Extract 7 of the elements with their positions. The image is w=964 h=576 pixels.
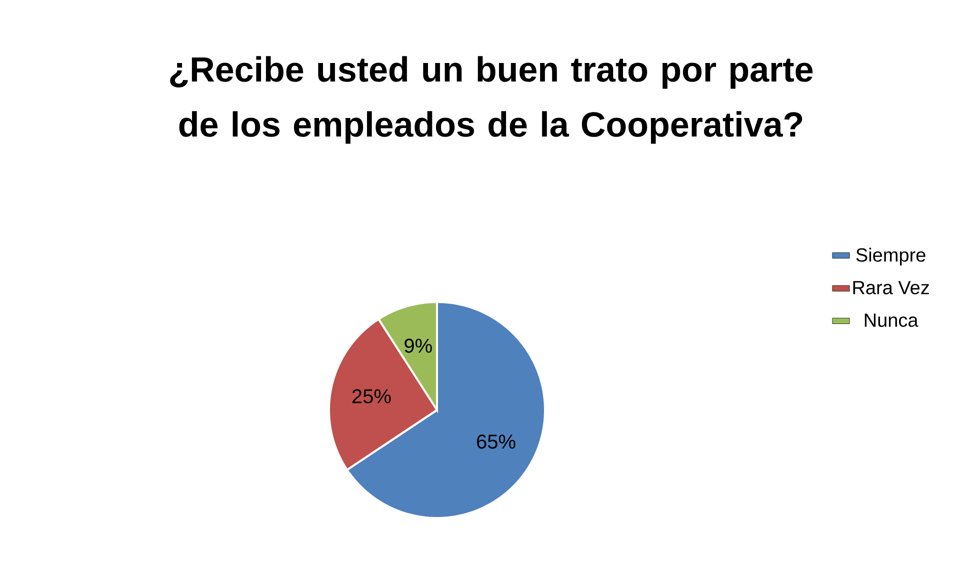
legend-label: Rara Vez bbox=[853, 281, 929, 294]
data-label: 9% bbox=[404, 338, 432, 353]
data-label: 25% bbox=[352, 389, 391, 404]
data-label: 65% bbox=[477, 434, 516, 449]
legend-label: Siempre bbox=[856, 248, 926, 266]
legend-label: Nunca bbox=[864, 314, 918, 327]
chart-title: ¿Recibe usted un buen trato por parte de los empleados de la Cooperativa? bbox=[170, 56, 813, 144]
